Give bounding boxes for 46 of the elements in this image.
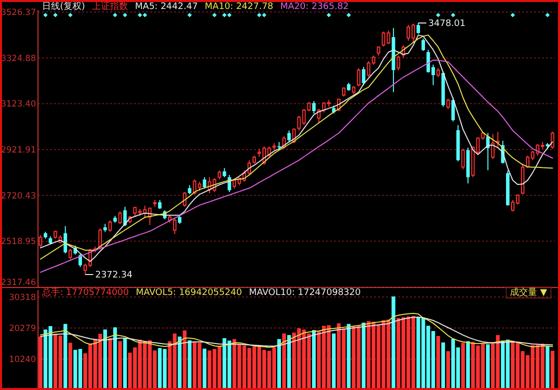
candlestick bbox=[312, 100, 316, 114]
candlestick bbox=[356, 68, 360, 87]
text: MA20: 2365.82 bbox=[280, 2, 349, 12]
candlestick bbox=[188, 184, 192, 195]
candlestick bbox=[362, 66, 366, 86]
candlestick bbox=[158, 199, 162, 210]
candlestick bbox=[118, 210, 122, 224]
candlestick bbox=[451, 97, 455, 122]
text: MAVOL5: 16942055240 bbox=[136, 288, 242, 298]
text: MA10: 2427.78 bbox=[204, 2, 274, 12]
candlestick bbox=[416, 22, 420, 34]
candlestick bbox=[38, 234, 42, 248]
text: MAVOL10: 17247098320 bbox=[248, 288, 361, 298]
candlestick bbox=[422, 38, 426, 52]
chart-title: 日线(复权) bbox=[42, 1, 86, 12]
y-tick-label: 30318 bbox=[8, 292, 36, 303]
annotation: 3478.01 bbox=[428, 19, 466, 29]
candlestick bbox=[436, 68, 440, 78]
annotation: 总手: 17705774000 bbox=[41, 287, 130, 298]
y-tick-label: 3526.37 bbox=[0, 8, 36, 18]
annotation: 成交量 ▼ bbox=[510, 287, 548, 298]
candlestick bbox=[78, 254, 82, 268]
y-tick-label: 2317.46 bbox=[0, 278, 36, 288]
candlestick bbox=[222, 168, 226, 178]
y-tick-label: 3324.88 bbox=[0, 54, 36, 64]
annotation: 2372.34 bbox=[95, 270, 133, 281]
candlestick bbox=[550, 131, 554, 150]
candlestick bbox=[461, 148, 465, 170]
candlestick bbox=[182, 192, 186, 208]
candlestick bbox=[108, 220, 112, 232]
y-tick-label: 2720.43 bbox=[0, 191, 36, 202]
y-tick-label: 3123.40 bbox=[0, 100, 36, 110]
y-tick-label: 10240 bbox=[8, 355, 36, 365]
candlestick bbox=[218, 170, 222, 180]
y-tick-label: 2921.91 bbox=[0, 146, 36, 156]
text: MA5: 2442.47 bbox=[135, 2, 198, 12]
candlestick bbox=[202, 176, 206, 190]
candlestick bbox=[68, 248, 72, 260]
candlestick bbox=[172, 218, 176, 235]
chart-subtitle: 上证指数 bbox=[92, 1, 128, 12]
y-tick-label: 20279 bbox=[8, 324, 36, 334]
candlestick bbox=[287, 130, 291, 142]
candlestick bbox=[64, 226, 68, 254]
y-tick-label: 2518.95 bbox=[0, 237, 36, 248]
candlestick bbox=[396, 55, 400, 71]
candlestick bbox=[446, 98, 450, 110]
